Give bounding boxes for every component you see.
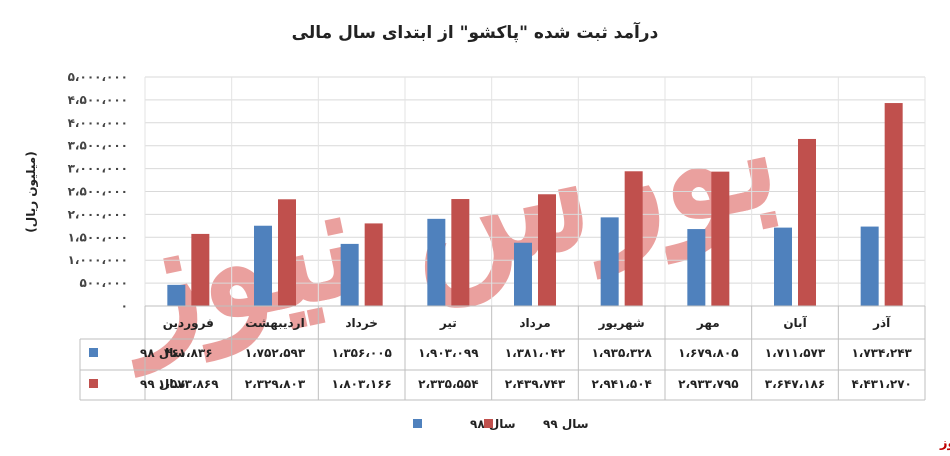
bar-series1 [687, 229, 706, 306]
watermark-logo-text: بورس نیوز [98, 63, 793, 378]
category-label: آذر [872, 315, 891, 330]
table-cell: ۱،۷۳۴،۲۴۳ [851, 346, 912, 360]
table-cell: ۱،۷۱۱،۵۷۳ [765, 346, 826, 360]
y-tick-label: ۴،۰۰۰،۰۰۰ [68, 116, 128, 130]
y-tick-label: ۳،۵۰۰،۰۰۰ [68, 139, 128, 153]
y-tick-label: ۱،۵۰۰،۰۰۰ [68, 230, 128, 244]
bar-series2 [538, 194, 556, 306]
bar-series1 [860, 226, 879, 306]
bar-series2 [278, 199, 296, 306]
bar-series2 [711, 171, 730, 306]
y-tick-label: ۱،۰۰۰،۰۰۰ [68, 253, 128, 267]
table-series-name: سال ۹۹ [140, 377, 186, 391]
table-cell: ۲،۴۳۹،۷۴۳ [505, 377, 566, 391]
data-table: فروردین اردیبهشت خرداد تیر مرداد شهریور مهر آبا… [79, 305, 926, 401]
bar-series2 [364, 223, 383, 306]
chart-title: درآمد ثبت شده "پاکشو" از ابتدای سال مالی [292, 21, 659, 43]
table-series-key [89, 348, 98, 357]
bar-series1 [167, 284, 186, 306]
category-label: تیر [439, 316, 457, 330]
y-tick-label: ۲،۰۰۰،۰۰۰ [68, 207, 128, 221]
y-tick-label: ۵،۰۰۰،۰۰۰ [68, 70, 128, 84]
table-cell: ۱،۵۷۳،۸۶۹ [158, 377, 219, 391]
category-label: فروردین [163, 316, 214, 331]
table-cell: ۱،۳۸۱،۰۴۲ [505, 346, 566, 360]
bar-series2 [191, 233, 210, 306]
table-cell: ۱،۸۰۳،۱۶۶ [331, 377, 391, 391]
bar-series1 [254, 225, 272, 306]
bar-series2 [798, 138, 816, 306]
bar-series2 [451, 199, 470, 306]
y-tick-label: ۵۰۰،۰۰۰ [79, 276, 128, 290]
bar-series2 [884, 103, 903, 306]
table-cell: ۲،۹۴۱،۵۰۴ [591, 377, 651, 391]
legend: سال ۹۸ سال ۹۹ [413, 417, 589, 431]
category-label: اردیبهشت [245, 316, 304, 330]
watermark-text: بورس نیوز [939, 436, 950, 451]
y-axis-label: (میلیون ریال) [24, 151, 39, 232]
y-tick-label: ۳،۰۰۰،۰۰۰ [68, 162, 128, 176]
legend-key [413, 419, 422, 428]
gridlines [144, 76, 926, 307]
table-cell: ۲،۹۳۳،۷۹۵ [678, 377, 738, 391]
table-series-name: سال ۹۸ [140, 346, 186, 360]
bar-series1 [600, 217, 619, 306]
table-cell: ۱،۹۳۵،۳۲۸ [591, 346, 652, 360]
y-tick-label: ۰ [121, 299, 128, 313]
bar-series1 [774, 227, 792, 306]
table-cell: ۴،۴۳۱،۲۷۰ [851, 377, 911, 391]
table-cell: ۱،۶۷۹،۸۰۵ [678, 346, 738, 360]
table-cell: ۱،۳۵۶،۰۰۵ [331, 346, 391, 360]
category-label: مرداد [519, 316, 550, 330]
watermark-logo: بورس نیوز [98, 63, 793, 378]
table-cell: ۱،۷۵۲،۵۹۳ [245, 346, 306, 360]
bar-series1 [514, 242, 532, 306]
legend-key [484, 419, 493, 428]
table-cell: ۳،۶۴۷،۱۸۶ [765, 377, 825, 391]
table-cell: ۲،۳۳۵،۵۵۴ [418, 377, 478, 391]
table-cell: ۴۶۱،۸۳۶ [164, 346, 213, 360]
table-cell: ۱،۹۰۳،۰۹۹ [418, 346, 479, 360]
category-label: آبان [783, 315, 807, 330]
category-label: مهر [696, 316, 720, 330]
category-label: خرداد [345, 316, 378, 330]
y-tick-label: ۴،۵۰۰،۰۰۰ [68, 93, 128, 107]
legend-label: سال ۹۹ [543, 417, 589, 431]
bars [167, 103, 903, 306]
table-cell: ۲،۳۲۹،۸۰۳ [245, 377, 306, 391]
y-axis-ticks: ۰ ۵۰۰،۰۰۰ ۱،۰۰۰،۰۰۰ ۱،۵۰۰،۰۰۰ ۲،۰۰۰،۰۰۰ ۲،۵۰۰… [68, 70, 128, 313]
bar-series1 [340, 243, 359, 306]
bar-series1 [427, 218, 446, 306]
bar-series2 [624, 171, 643, 306]
category-label: شهریور [598, 316, 645, 331]
y-tick-label: ۲،۵۰۰،۰۰۰ [68, 185, 128, 199]
table-series-key [89, 379, 98, 388]
